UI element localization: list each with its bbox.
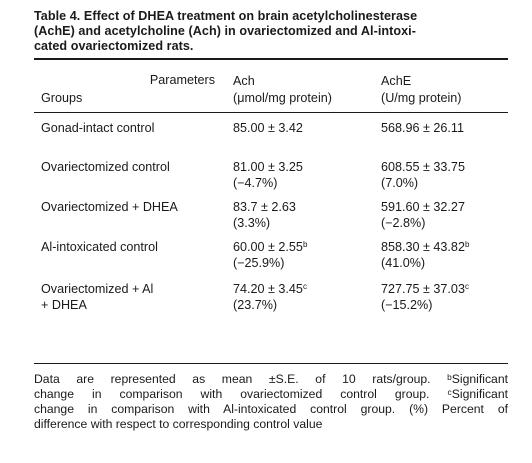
ach-cell: 60.00 ± 2.55b (−25.9%) (233, 239, 307, 271)
ach-cell: 83.7 ± 2.63 (3.3%) (233, 199, 296, 231)
ache-cell: 568.96 ± 26.11 (381, 120, 464, 136)
ache-cell: 608.55 ± 33.75 (7.0%) (381, 159, 465, 191)
ach-value: 74.20 ± 3.45c (233, 281, 307, 297)
ache-mean-se: 858.30 ± 43.82 (381, 240, 465, 254)
group-cell: Ovariectomized control (41, 159, 170, 175)
ach-mean-se: 81.00 ± 3.25 (233, 160, 303, 174)
header-ache-name: AchE (381, 74, 412, 88)
ach-value: 60.00 ± 2.55b (233, 239, 307, 255)
ache-cell: 591.60 ± 32.27 (−2.8%) (381, 199, 465, 231)
ache-value: 608.55 ± 33.75 (381, 159, 465, 175)
ache-value: 727.75 ± 37.03c (381, 281, 469, 297)
ache-mean-se: 727.75 ± 37.03 (381, 282, 465, 296)
header-ache-unit: (U/mg protein) (381, 91, 462, 105)
ache-value: 591.60 ± 32.27 (381, 199, 465, 215)
ach-cell: 74.20 ± 3.45c (23.7%) (233, 281, 307, 313)
table-footnote: Data are represented as mean ±S.E. of 10… (34, 372, 508, 432)
header-ach: Ach (μmol/mg protein) (233, 73, 332, 107)
ach-cell: 81.00 ± 3.25 (−4.7%) (233, 159, 303, 191)
footnote-line: change in comparison with Al-intoxicated… (34, 402, 508, 416)
ache-mean-se: 591.60 ± 32.27 (381, 200, 465, 214)
group-label: Ovariectomized control (41, 160, 170, 174)
ach-value: 85.00 ± 3.42 (233, 120, 303, 136)
group-label: Ovariectomized + DHEA (41, 200, 178, 214)
ach-significance-mark: b (302, 240, 308, 249)
group-label: + DHEA (41, 298, 87, 312)
footnote-line: change in comparison with ovariectomized… (34, 387, 508, 401)
header-ach-unit: (μmol/mg protein) (233, 91, 332, 105)
ach-mean-se: 85.00 ± 3.42 (233, 121, 303, 135)
ach-value: 83.7 ± 2.63 (233, 199, 296, 215)
group-cell: Gonad-intact control (41, 120, 154, 136)
ache-mean-se: 608.55 ± 33.75 (381, 160, 465, 174)
ach-value: 81.00 ± 3.25 (233, 159, 303, 175)
ache-value: 858.30 ± 43.82b (381, 239, 469, 255)
footnote-line: difference with respect to corresponding… (34, 417, 323, 431)
table-title-line: Table 4. Effect of DHEA treatment on bra… (34, 9, 418, 23)
footnote-line: Data are represented as mean ±S.E. of 10… (34, 372, 508, 386)
ache-significance-mark: b (464, 240, 470, 249)
ach-significance-mark: c (302, 282, 307, 291)
group-label: Al-intoxicated control (41, 240, 158, 254)
ach-mean-se: 74.20 ± 3.45 (233, 282, 303, 296)
table-title-line: (AchE) and acetylcholine (Ach) in ovarie… (34, 24, 416, 38)
ach-percent-change: (3.3%) (233, 216, 271, 230)
header-groups: Groups (41, 91, 83, 105)
ache-percent-change: (41.0%) (381, 256, 426, 270)
group-label: Gonad-intact control (41, 121, 155, 135)
group-label: Ovariectomized + Al (41, 282, 154, 296)
table-body: Gonad-intact control 85.00 ± 3.42 568.96 ±… (34, 113, 508, 363)
ache-mean-se: 568.96 ± 26.11 (381, 121, 465, 135)
ache-cell: 727.75 ± 37.03c (−15.2%) (381, 281, 469, 313)
ache-significance-mark: c (464, 282, 469, 291)
group-cell: Ovariectomized + Al + DHEA (41, 281, 153, 313)
ache-percent-change: (−15.2%) (381, 298, 433, 312)
table-title: Table 4. Effect of DHEA treatment on bra… (34, 9, 508, 54)
ach-percent-change: (−4.7%) (233, 176, 278, 190)
bottom-rule (34, 363, 508, 364)
ach-mean-se: 83.7 ± 2.63 (233, 200, 296, 214)
ach-cell: 85.00 ± 3.42 (233, 120, 303, 136)
ach-mean-se: 60.00 ± 2.55 (233, 240, 303, 254)
top-rule (34, 58, 508, 60)
header-ach-name: Ach (233, 74, 255, 88)
ache-percent-change: (−2.8%) (381, 216, 426, 230)
ach-percent-change: (23.7%) (233, 298, 278, 312)
ache-value: 568.96 ± 26.11 (381, 120, 464, 136)
group-cell: Al-intoxicated control (41, 239, 158, 255)
table-header: Parameters Groups Ach (μmol/mg protein) … (34, 60, 508, 112)
group-cell: Ovariectomized + DHEA (41, 199, 178, 215)
table-title-line: cated ovariectomized rats. (34, 39, 194, 53)
table-container: Table 4. Effect of DHEA treatment on bra… (34, 9, 508, 432)
ache-cell: 858.30 ± 43.82b (41.0%) (381, 239, 469, 271)
ache-percent-change: (7.0%) (381, 176, 419, 190)
header-parameters: Parameters (149, 73, 215, 87)
header-ache: AchE (U/mg protein) (381, 73, 461, 107)
header-rule (34, 112, 508, 113)
ach-percent-change: (−25.9%) (233, 256, 285, 270)
